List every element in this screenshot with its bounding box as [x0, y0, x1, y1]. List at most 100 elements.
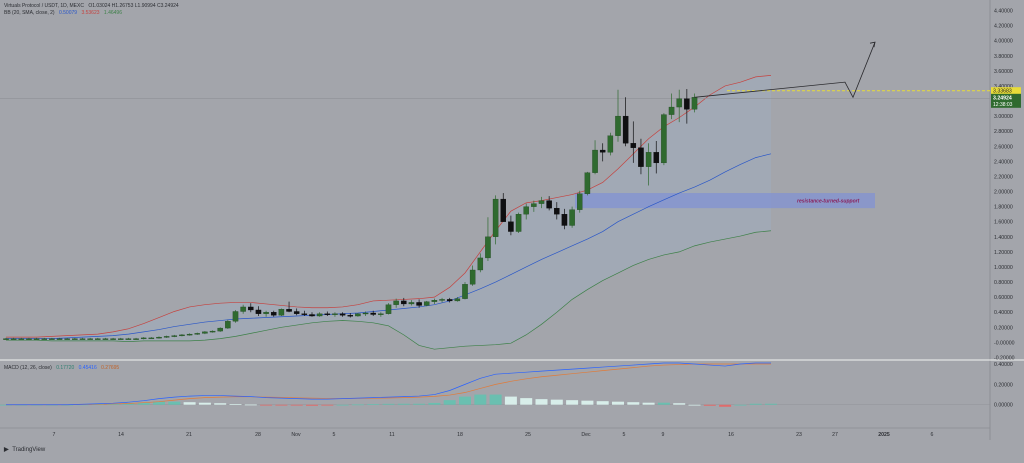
- macd-histogram-bar: [474, 394, 487, 405]
- macd-axis-tick-label: 0.20000: [994, 382, 1013, 388]
- macd-histogram-bar: [459, 396, 471, 405]
- price-axis-tick-label: 3.00000: [994, 114, 1013, 120]
- macd-histogram-bar: [367, 404, 380, 405]
- candle-body: [561, 214, 568, 226]
- candle-body: [661, 114, 667, 164]
- macd-histogram-bar: [703, 404, 716, 406]
- candle-body: [607, 135, 614, 153]
- support-zone-label: resistance-turned-support: [797, 198, 860, 204]
- macd-histogram-bar: [336, 404, 349, 406]
- macd-histogram-bar: [596, 401, 609, 405]
- candle-body: [118, 338, 124, 340]
- price-axis-tick-label: 0.40000: [994, 310, 1013, 316]
- price-axis-tick-label: 2.60000: [994, 144, 1013, 150]
- macd-histogram-bar: [107, 404, 120, 405]
- time-axis-tick-label: 18: [457, 432, 463, 438]
- bb-lower-line: [6, 230, 772, 350]
- last-price-tag-text: 3.24924: [993, 95, 1012, 101]
- macd-histogram-bar: [566, 400, 579, 405]
- time-axis-tick-label: 9: [662, 432, 665, 438]
- macd-histogram-bar: [45, 404, 58, 406]
- macd-title: MACD (12, 26, close): [4, 365, 52, 371]
- macd-histogram-bar: [428, 402, 441, 405]
- candle-body: [523, 206, 529, 215]
- macd-histogram-bar: [397, 403, 410, 405]
- candle-body: [684, 98, 690, 110]
- candle-body: [577, 193, 583, 210]
- macd-histogram-bar: [137, 402, 150, 405]
- price-axis-tick-label: 2.00000: [994, 190, 1013, 196]
- bb-upper-line: [6, 75, 772, 338]
- macd-histogram-bar: [413, 403, 426, 405]
- candle-body: [515, 214, 522, 232]
- time-axis-tick-label: 7: [53, 432, 56, 438]
- candle-body: [347, 315, 353, 317]
- macd-histogram-bar: [321, 404, 334, 406]
- candle-body: [49, 338, 55, 340]
- candle-body: [270, 312, 277, 316]
- candle-body: [469, 269, 476, 285]
- candle-body: [615, 115, 621, 136]
- tradingview-watermark: ▶ TradingView: [4, 446, 45, 453]
- last-price-tag: [991, 93, 1021, 108]
- macd-histogram-bar: [122, 403, 135, 405]
- candle-body: [240, 306, 246, 312]
- bb-basis-value: 0.50079: [58, 10, 78, 16]
- candle-body: [56, 338, 63, 340]
- time-axis-tick-label: 16: [728, 432, 734, 438]
- candle-body: [691, 97, 698, 110]
- macd-legend: MACD (12, 26, close) 0.17720 0.45416 0.2…: [4, 365, 122, 371]
- candle-body: [393, 300, 399, 305]
- time-axis-tick-label: 11: [389, 432, 394, 438]
- candle-body: [10, 338, 17, 340]
- candle-body: [79, 338, 86, 340]
- support-zone: [575, 193, 875, 209]
- price-axis-tick-label: 3.60000: [994, 69, 1013, 75]
- candle-body: [332, 313, 338, 315]
- macd-histogram-bar: [382, 403, 395, 405]
- candle-body: [401, 300, 407, 305]
- candle-body: [546, 200, 552, 209]
- macd-histogram-bar: [550, 399, 563, 405]
- level-price-tag-text: 3.33683: [993, 89, 1012, 95]
- macd-histogram-bar: [688, 404, 701, 406]
- candle-body: [3, 338, 9, 340]
- bollinger-band-fill: [6, 75, 771, 350]
- macd-histogram-bar: [627, 402, 640, 405]
- candle-body: [194, 333, 200, 335]
- candle-body: [668, 106, 675, 115]
- macd-histogram-bar: [198, 402, 211, 405]
- candle-body: [33, 338, 40, 340]
- time-axis-tick-label: Dec: [581, 432, 591, 438]
- candle-body: [653, 152, 660, 164]
- candle-body: [232, 311, 239, 322]
- candle-body: [248, 306, 254, 311]
- price-axis-tick-label: 1.40000: [994, 235, 1013, 241]
- price-axis-tick-label: 4.20000: [994, 24, 1013, 30]
- level-price-tag: [991, 87, 1021, 95]
- candle-body: [133, 338, 139, 340]
- candle-body: [278, 309, 285, 316]
- candle-body: [416, 302, 422, 306]
- macd-histogram-bar: [61, 404, 74, 406]
- time-axis-tick-label: 21: [186, 432, 192, 438]
- macd-histogram-bar: [443, 400, 456, 405]
- candle-body: [385, 304, 392, 314]
- macd-histogram-bar: [504, 396, 517, 405]
- macd-histogram-bar: [734, 404, 747, 406]
- candle-body: [584, 172, 591, 194]
- bb-lower-value: 1.46496: [103, 10, 122, 16]
- ohlc-readout: O1.03024 H1.26753 L1.90994 C3.24924: [88, 3, 179, 9]
- candle-body: [423, 301, 430, 306]
- candle-body: [645, 152, 652, 167]
- candle-body: [362, 312, 369, 315]
- candle-body: [163, 336, 170, 338]
- candle-body: [569, 209, 575, 226]
- bb-upper-value: 3.53623: [81, 10, 100, 16]
- chart-legend-bb: BB (20, SMA, close, 2) 0.50079 3.53623 1…: [4, 10, 125, 16]
- candle-body: [102, 338, 109, 340]
- time-axis-tick-label: 5: [623, 432, 626, 438]
- chart-legend-symbol: Virtuals Protocol / USDT, 1D, MEXC O1.03…: [4, 3, 182, 9]
- candle-body: [110, 338, 116, 340]
- macd-line: [6, 362, 771, 406]
